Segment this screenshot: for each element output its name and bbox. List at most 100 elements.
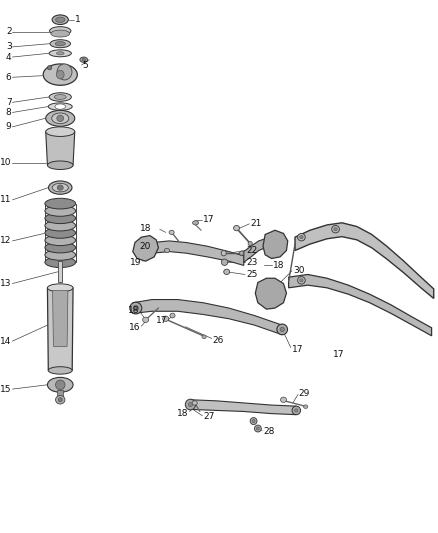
Text: 18: 18: [177, 409, 189, 417]
Ellipse shape: [48, 367, 72, 374]
Text: 1: 1: [75, 15, 81, 24]
Text: 14: 14: [0, 337, 11, 345]
Ellipse shape: [55, 104, 66, 109]
Ellipse shape: [57, 185, 63, 190]
Ellipse shape: [332, 225, 339, 233]
Ellipse shape: [45, 242, 76, 253]
Polygon shape: [255, 278, 286, 309]
Polygon shape: [263, 230, 288, 259]
Text: 17: 17: [333, 350, 345, 359]
Text: 11: 11: [0, 196, 11, 204]
Text: 4: 4: [6, 53, 11, 61]
Ellipse shape: [51, 30, 70, 37]
Text: 17: 17: [292, 345, 304, 353]
Text: 20: 20: [140, 243, 151, 251]
Text: 5: 5: [82, 61, 88, 69]
Ellipse shape: [202, 335, 206, 339]
Ellipse shape: [45, 257, 76, 268]
Ellipse shape: [57, 115, 64, 122]
Ellipse shape: [82, 58, 85, 61]
Ellipse shape: [221, 251, 226, 256]
Text: 22: 22: [246, 246, 257, 255]
Text: 15: 15: [0, 385, 11, 393]
Polygon shape: [53, 290, 68, 346]
Ellipse shape: [185, 399, 195, 410]
Ellipse shape: [57, 70, 64, 79]
Ellipse shape: [240, 251, 244, 255]
Ellipse shape: [169, 230, 174, 235]
Ellipse shape: [49, 181, 72, 195]
Ellipse shape: [56, 17, 65, 22]
Ellipse shape: [233, 225, 240, 231]
Ellipse shape: [45, 220, 76, 231]
Ellipse shape: [45, 213, 76, 223]
Ellipse shape: [45, 228, 76, 238]
Ellipse shape: [45, 198, 76, 209]
Text: 23: 23: [246, 258, 257, 266]
Ellipse shape: [56, 395, 65, 404]
Ellipse shape: [256, 427, 259, 430]
Polygon shape: [153, 241, 244, 265]
Text: 7: 7: [6, 98, 11, 107]
Polygon shape: [191, 400, 296, 415]
Ellipse shape: [58, 398, 62, 402]
Ellipse shape: [52, 183, 68, 192]
Ellipse shape: [297, 277, 305, 284]
Ellipse shape: [280, 327, 284, 332]
Polygon shape: [244, 239, 265, 262]
Ellipse shape: [292, 406, 300, 415]
Ellipse shape: [55, 42, 65, 46]
Ellipse shape: [297, 233, 305, 241]
Ellipse shape: [133, 305, 138, 311]
Ellipse shape: [48, 103, 72, 110]
Ellipse shape: [334, 228, 337, 231]
Ellipse shape: [304, 405, 308, 408]
Ellipse shape: [221, 259, 228, 265]
Ellipse shape: [280, 397, 286, 402]
Text: 8: 8: [6, 108, 11, 117]
Ellipse shape: [49, 50, 71, 57]
Ellipse shape: [46, 110, 75, 126]
Text: 16: 16: [129, 324, 141, 332]
Ellipse shape: [192, 401, 197, 405]
Bar: [57, 390, 63, 401]
Ellipse shape: [45, 206, 76, 216]
Text: 26: 26: [212, 336, 224, 344]
Polygon shape: [133, 236, 159, 261]
Polygon shape: [46, 132, 75, 165]
Text: 17: 17: [156, 317, 167, 325]
Ellipse shape: [300, 236, 303, 239]
Ellipse shape: [248, 241, 252, 246]
Ellipse shape: [277, 324, 287, 335]
Polygon shape: [47, 288, 73, 370]
Text: 18: 18: [140, 224, 151, 232]
Ellipse shape: [164, 248, 170, 253]
Ellipse shape: [54, 95, 66, 100]
Ellipse shape: [295, 409, 298, 412]
Ellipse shape: [47, 377, 73, 392]
Ellipse shape: [47, 66, 52, 70]
Ellipse shape: [57, 64, 72, 80]
Text: 18: 18: [128, 306, 139, 314]
Ellipse shape: [43, 64, 78, 85]
Text: 21: 21: [250, 220, 261, 228]
Bar: [58, 261, 62, 282]
Ellipse shape: [49, 27, 71, 35]
Text: 30: 30: [293, 266, 304, 275]
Ellipse shape: [250, 418, 257, 424]
Text: 3: 3: [6, 43, 11, 51]
Ellipse shape: [130, 302, 142, 314]
Text: 6: 6: [6, 73, 11, 82]
Text: 28: 28: [263, 427, 274, 436]
Ellipse shape: [193, 221, 198, 225]
Ellipse shape: [49, 93, 71, 101]
Ellipse shape: [254, 425, 261, 432]
Ellipse shape: [300, 279, 303, 282]
Text: 27: 27: [203, 413, 215, 421]
Text: 18: 18: [273, 261, 285, 270]
Ellipse shape: [50, 39, 71, 47]
Polygon shape: [289, 274, 431, 336]
Ellipse shape: [52, 15, 68, 25]
Ellipse shape: [143, 317, 148, 322]
Polygon shape: [133, 300, 282, 335]
